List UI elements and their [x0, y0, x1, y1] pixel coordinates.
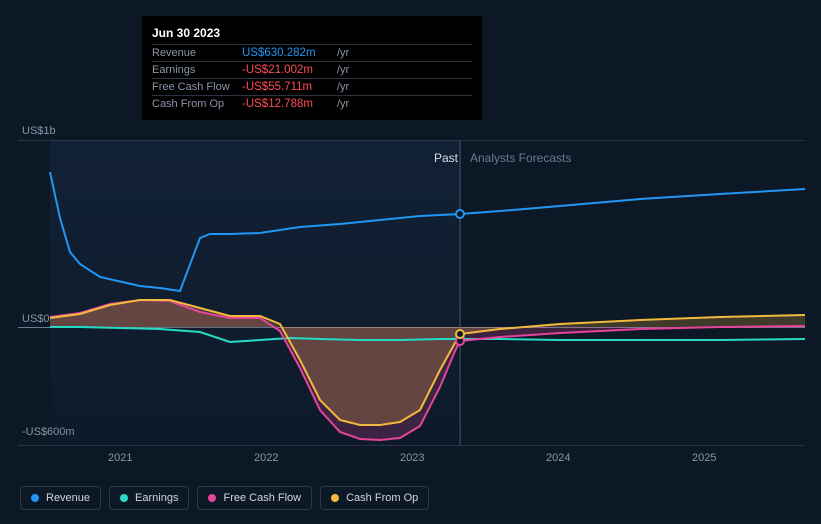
tooltip-label: Cash From Op	[152, 98, 242, 110]
tooltip-value: US$630.282m	[242, 47, 337, 59]
tooltip-label: Earnings	[152, 64, 242, 76]
legend-item-revenue[interactable]: Revenue	[20, 486, 101, 510]
legend-label: Free Cash Flow	[223, 492, 301, 504]
legend-label: Earnings	[135, 492, 178, 504]
tooltip-value: -US$21.002m	[242, 64, 337, 76]
legend-label: Revenue	[46, 492, 90, 504]
legend-label: Cash From Op	[346, 492, 418, 504]
legend-dot-icon	[208, 494, 216, 502]
legend-item-fcf[interactable]: Free Cash Flow	[197, 486, 312, 510]
tooltip-row: Free Cash Flow-US$55.711m/yr	[152, 78, 472, 95]
legend-item-earnings[interactable]: Earnings	[109, 486, 189, 510]
tooltip-row: Cash From Op-US$12.788m/yr	[152, 95, 472, 112]
marker-cfo	[456, 330, 464, 338]
tooltip-suffix: /yr	[337, 98, 367, 110]
legend-dot-icon	[331, 494, 339, 502]
tooltip-value: -US$55.711m	[242, 81, 337, 93]
tooltip-row: Earnings-US$21.002m/yr	[152, 61, 472, 78]
tooltip-date: Jun 30 2023	[152, 24, 472, 44]
legend-dot-icon	[31, 494, 39, 502]
tooltip-label: Free Cash Flow	[152, 81, 242, 93]
tooltip-suffix: /yr	[337, 81, 367, 93]
series-line-revenue	[50, 172, 805, 291]
legend: Revenue Earnings Free Cash Flow Cash From O…	[20, 486, 429, 510]
tooltip: Jun 30 2023 RevenueUS$630.282m/yrEarning…	[142, 16, 482, 120]
tooltip-label: Revenue	[152, 47, 242, 59]
tooltip-value: -US$12.788m	[242, 98, 337, 110]
marker-revenue	[456, 210, 464, 218]
tooltip-suffix: /yr	[337, 47, 367, 59]
tooltip-row: RevenueUS$630.282m/yr	[152, 44, 472, 61]
legend-item-cfo[interactable]: Cash From Op	[320, 486, 429, 510]
tooltip-suffix: /yr	[337, 64, 367, 76]
legend-dot-icon	[120, 494, 128, 502]
